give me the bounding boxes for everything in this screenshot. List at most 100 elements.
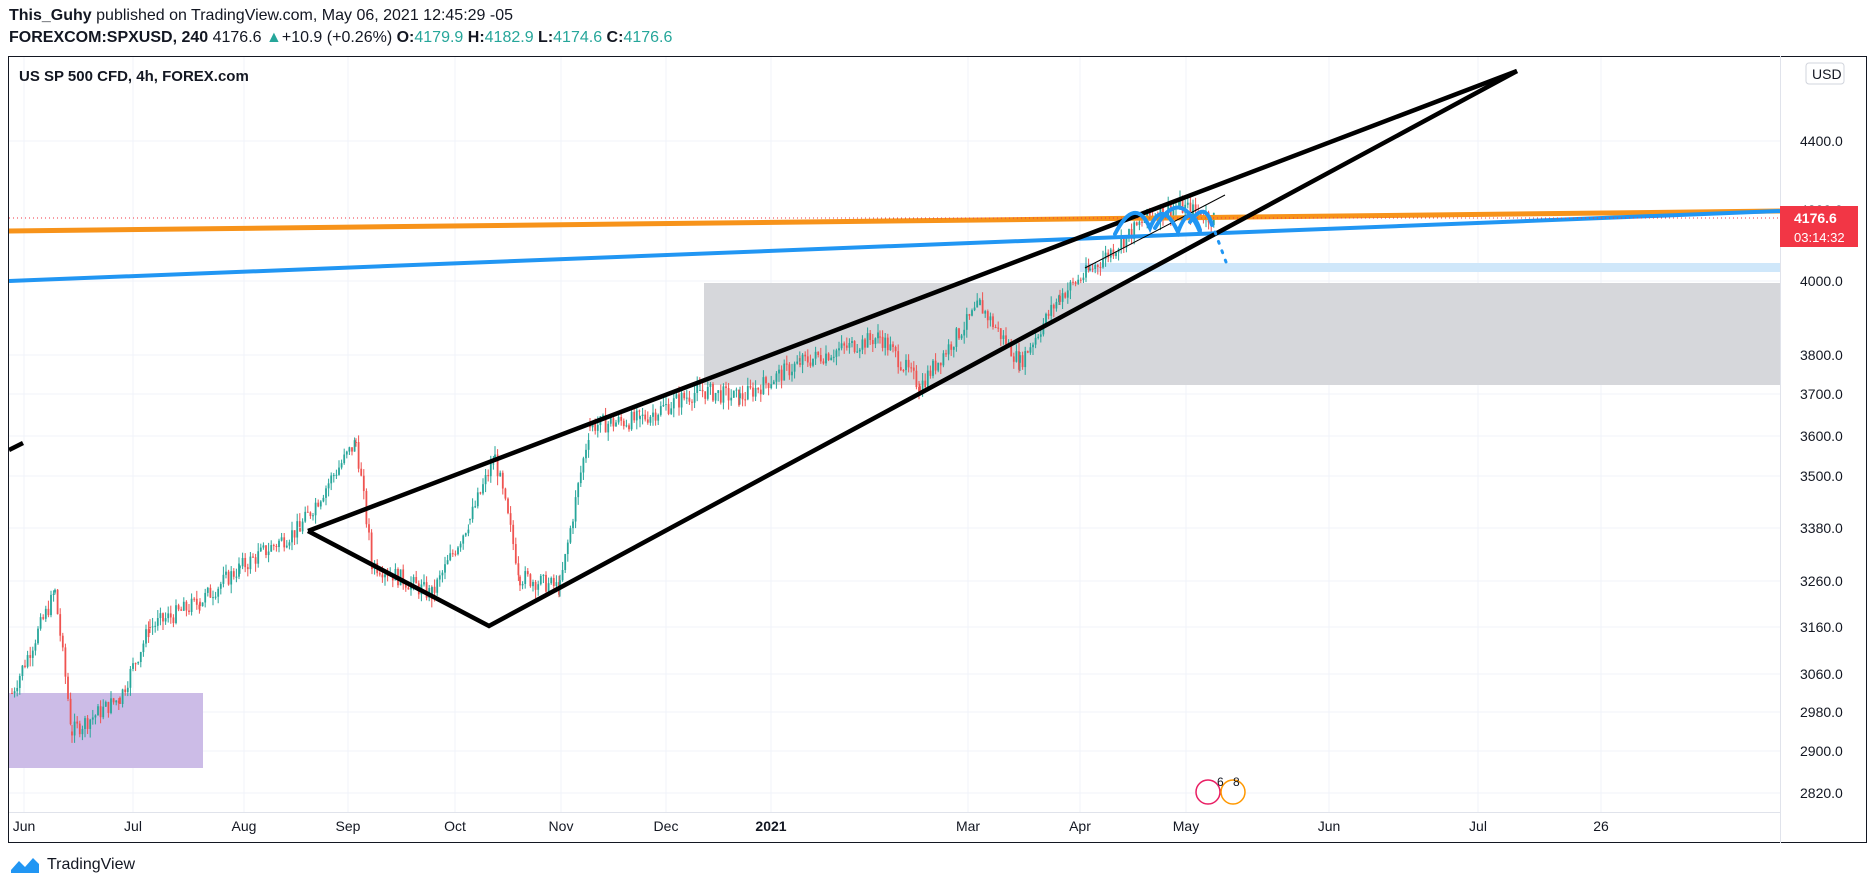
- candle-body: [147, 629, 150, 638]
- candle-body: [1012, 356, 1015, 362]
- y-tick-label: 2900.0: [1800, 743, 1843, 759]
- candle-body: [644, 414, 647, 420]
- candle-body: [1172, 208, 1175, 218]
- candle-body: [252, 556, 254, 558]
- candle-body: [459, 543, 462, 548]
- candle-body: [64, 647, 67, 677]
- events-badge[interactable]: 6 8: [1195, 775, 1246, 805]
- candle-body: [436, 579, 439, 593]
- candle-body: [1104, 252, 1107, 260]
- candle-body: [894, 347, 897, 352]
- candle-body: [172, 617, 175, 624]
- open-label: O:: [396, 29, 415, 46]
- candle-body: [714, 392, 717, 401]
- wedge-lower-line[interactable]: [306, 69, 1519, 629]
- candle-body: [759, 389, 762, 395]
- candle-body: [479, 492, 482, 494]
- candle-body: [37, 628, 39, 644]
- candle-body: [858, 349, 861, 352]
- high-value: 4182.9: [484, 29, 534, 46]
- author-name[interactable]: This_Guhy: [9, 7, 92, 24]
- event-count-1: 6: [1217, 775, 1224, 789]
- candle-body: [462, 535, 465, 544]
- candle-body: [912, 367, 915, 371]
- candle-body: [902, 370, 905, 372]
- orange-resistance-line[interactable]: [9, 208, 1780, 234]
- candle-body: [230, 571, 233, 585]
- candle-body: [566, 542, 569, 555]
- price-tag: 4176.6 03:14:32: [1780, 206, 1858, 247]
- currency-box[interactable]: USD: [1805, 62, 1845, 85]
- candle-body: [370, 532, 373, 562]
- candle-body: [545, 574, 547, 592]
- x-tick-label: Jun: [1318, 818, 1341, 834]
- wedge-upper-line[interactable]: [307, 68, 1518, 534]
- candle-body: [499, 472, 502, 477]
- candle-body: [822, 361, 825, 364]
- candle-body: [819, 355, 822, 362]
- symbol-name[interactable]: FOREXCOM:SPXUSD, 240: [9, 29, 209, 46]
- candle-body: [848, 342, 851, 348]
- candle-body: [517, 563, 520, 576]
- candle-body: [496, 454, 499, 477]
- x-tick-label: Jul: [124, 818, 142, 834]
- candle-body: [675, 394, 678, 399]
- candle-body: [50, 594, 52, 616]
- candles: [11, 190, 1215, 743]
- y-tick-label: 3600.0: [1800, 428, 1843, 444]
- candle-body: [963, 329, 966, 336]
- y-tick-label: 4400.0: [1800, 133, 1843, 149]
- candle-body: [722, 386, 725, 403]
- candle-body: [291, 530, 293, 543]
- candle-body: [151, 626, 154, 628]
- brand-name: TradingView: [47, 856, 136, 873]
- candle-body: [1199, 212, 1202, 218]
- candle-body: [754, 387, 757, 397]
- candle-body: [615, 422, 617, 427]
- candle-body: [145, 629, 147, 644]
- candle-body: [585, 449, 587, 459]
- candle-body: [177, 605, 180, 610]
- candle-body: [454, 553, 457, 555]
- candle-body: [1091, 268, 1094, 270]
- candle-body: [569, 528, 572, 543]
- candle-body: [378, 573, 381, 575]
- candle-body: [67, 676, 69, 699]
- candle-body: [227, 571, 230, 585]
- candle-body: [871, 340, 874, 345]
- footer-brand[interactable]: TradingView: [9, 855, 135, 875]
- y-tick-label: 4000.0: [1800, 273, 1843, 289]
- candle-body: [971, 310, 973, 316]
- candle-body: [924, 380, 927, 388]
- candle-body: [348, 447, 351, 452]
- blue-trend-line[interactable]: [9, 209, 1780, 283]
- candle-body: [856, 351, 859, 353]
- candle-body: [757, 387, 760, 390]
- candle-body: [537, 584, 540, 590]
- time-axis[interactable]: Jun Jul Aug Sep Oct Nov Dec 2021 Mar Apr May Jun Jul…: [13, 818, 1609, 834]
- candle-body: [446, 560, 449, 565]
- y-tick-label: 3160.0: [1800, 619, 1843, 635]
- candle-body: [76, 721, 79, 724]
- candle-body: [345, 451, 348, 455]
- candle-body: [746, 386, 749, 400]
- candle-body: [11, 693, 13, 694]
- candle-body: [34, 643, 37, 651]
- candle-body: [117, 700, 120, 704]
- candle-body: [1089, 268, 1091, 271]
- blue-pattern-arcs[interactable]: [1113, 205, 1214, 238]
- candle-body: [162, 613, 164, 622]
- candle-body: [1005, 335, 1007, 345]
- candle-body: [960, 335, 963, 339]
- candle-body: [39, 617, 42, 629]
- candle-body: [61, 635, 64, 648]
- candle-body: [285, 545, 288, 548]
- candle-body: [312, 515, 314, 517]
- price-axis[interactable]: 4400.0 4000.0 3800.0 3700.0 3600.0 3500.0 3380…: [1800, 69, 1843, 801]
- candle-body: [1186, 202, 1189, 205]
- candle-body: [641, 414, 644, 417]
- candle-body: [102, 706, 105, 718]
- candle-body: [21, 665, 24, 677]
- candle-body: [167, 613, 170, 619]
